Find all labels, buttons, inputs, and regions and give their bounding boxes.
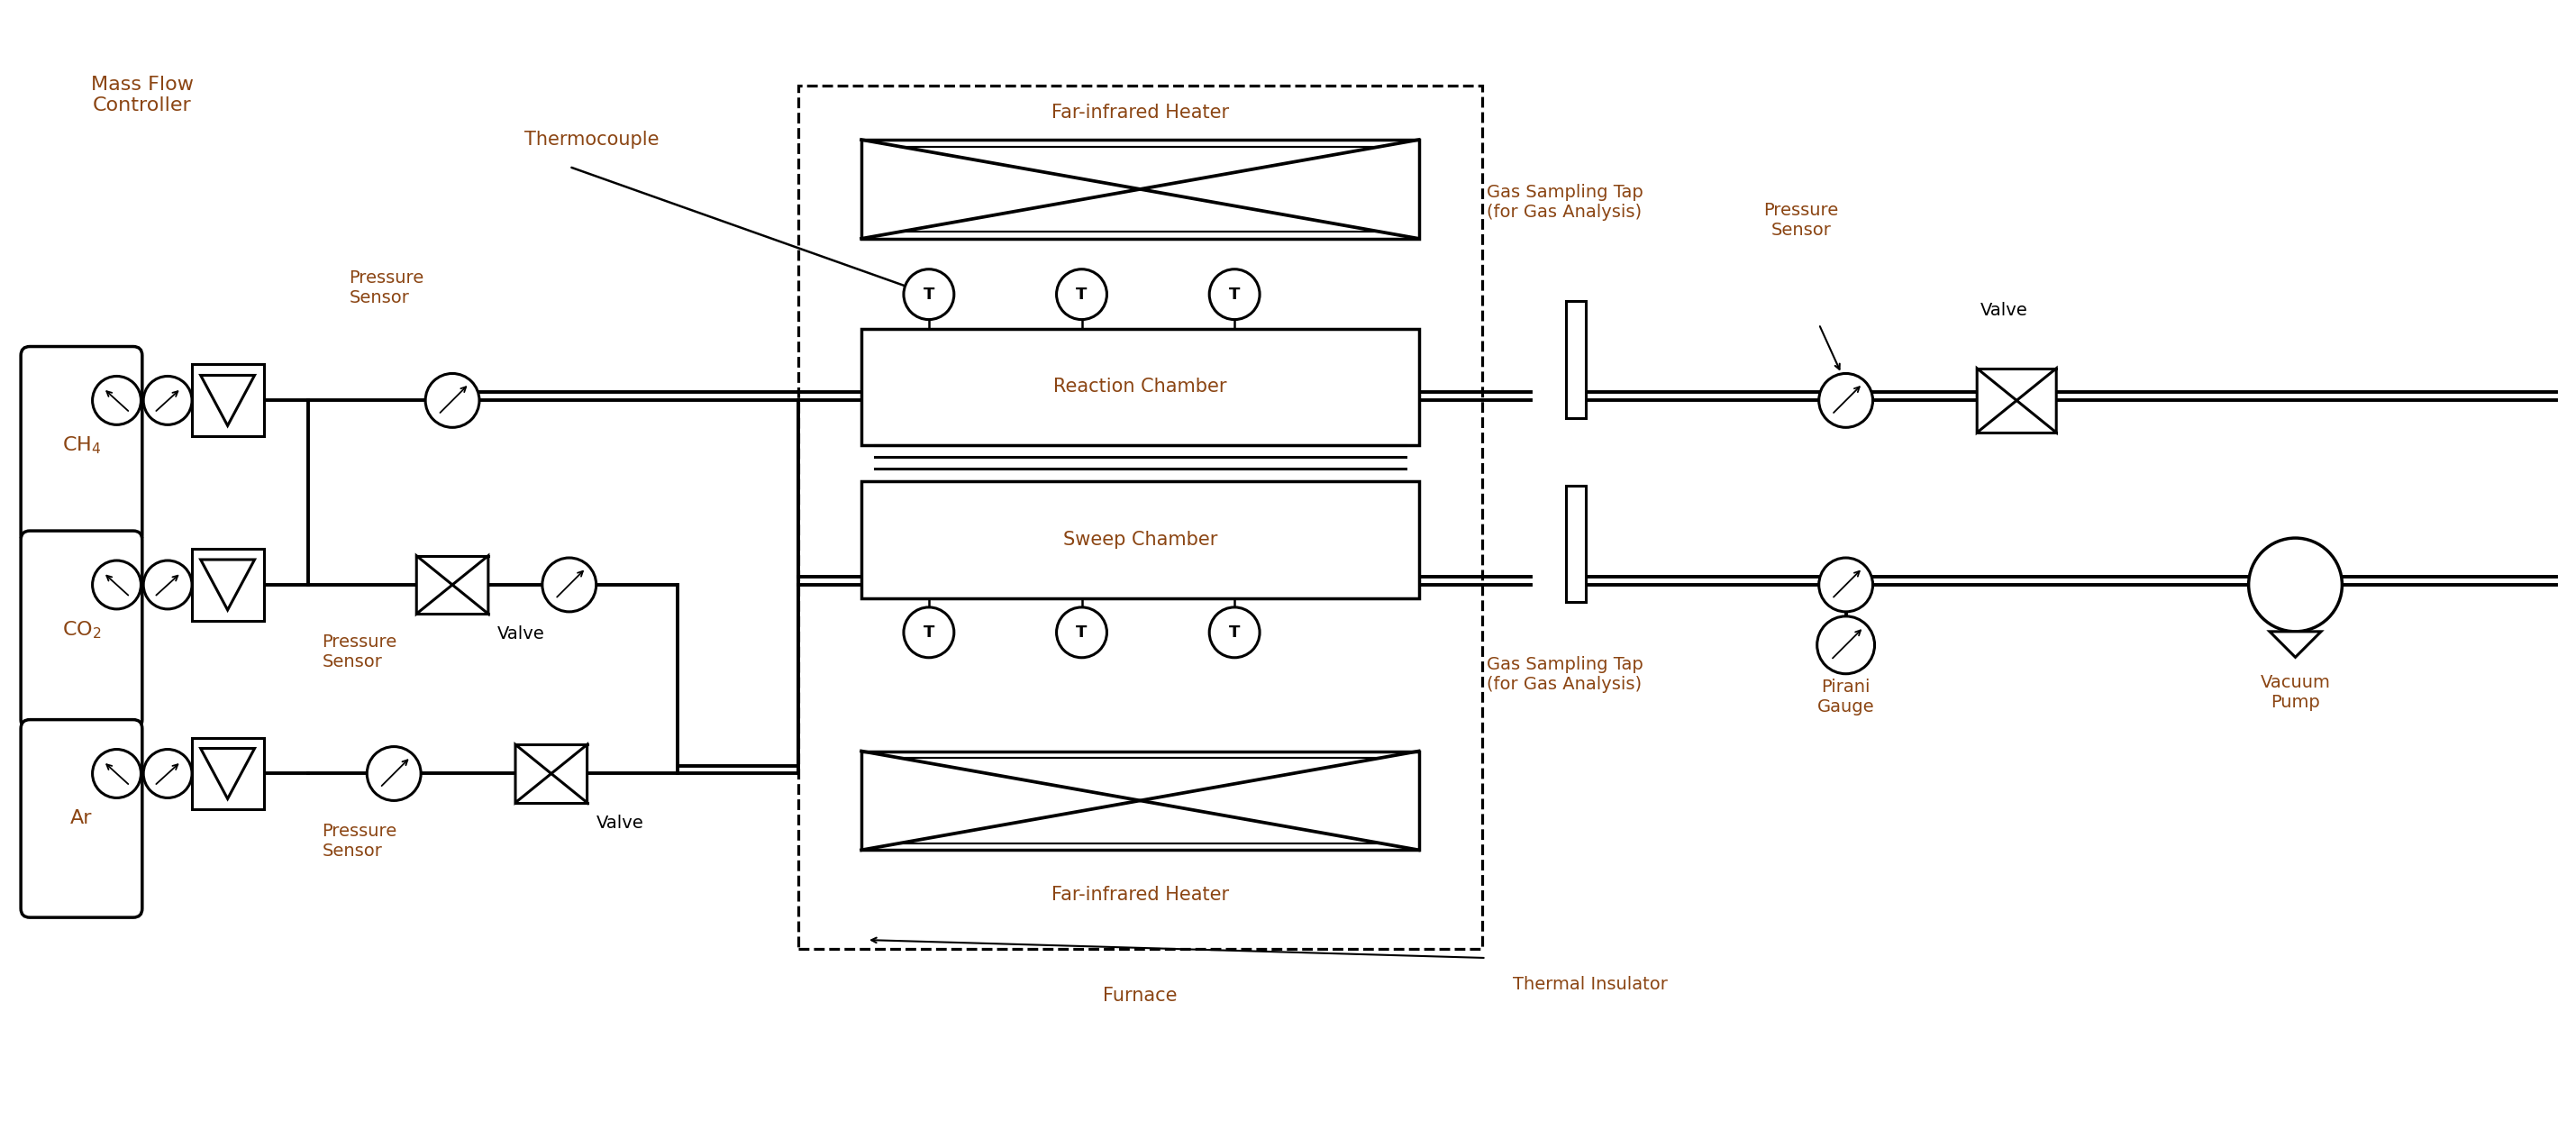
Bar [191, 549, 263, 620]
Text: CH$_4$: CH$_4$ [62, 435, 100, 457]
Bar [1566, 486, 1587, 602]
Text: Vacuum
Pump: Vacuum Pump [2259, 675, 2331, 711]
Text: Gas Sampling Tap
(for Gas Analysis): Gas Sampling Tap (for Gas Analysis) [1486, 657, 1643, 693]
Polygon shape [453, 556, 489, 614]
Text: T: T [1077, 624, 1087, 641]
Text: T: T [1229, 624, 1239, 641]
Polygon shape [417, 556, 453, 614]
Circle shape [144, 376, 193, 425]
Text: Sweep Chamber: Sweep Chamber [1064, 531, 1218, 549]
Polygon shape [515, 745, 551, 802]
Circle shape [144, 749, 193, 798]
Circle shape [1056, 269, 1108, 320]
Text: Thermocouple: Thermocouple [526, 131, 659, 149]
Circle shape [1819, 558, 1873, 611]
Circle shape [93, 749, 142, 798]
Circle shape [1056, 607, 1108, 658]
Bar [191, 738, 263, 809]
Text: Furnace: Furnace [1103, 986, 1177, 1005]
Text: CO$_2$: CO$_2$ [62, 619, 100, 641]
Circle shape [904, 607, 953, 658]
Text: Reaction Chamber: Reaction Chamber [1054, 377, 1226, 395]
Polygon shape [201, 375, 255, 426]
Bar [860, 751, 1419, 850]
Circle shape [1816, 616, 1875, 673]
Text: Ar: Ar [70, 809, 93, 827]
Polygon shape [2017, 368, 2056, 433]
Bar [860, 140, 1419, 238]
Text: T: T [1077, 286, 1087, 303]
Circle shape [1208, 269, 1260, 320]
Bar [860, 329, 1419, 445]
Polygon shape [201, 559, 255, 610]
Polygon shape [1976, 368, 2017, 433]
Text: Pressure
Sensor: Pressure Sensor [322, 823, 397, 860]
Text: Thermal Insulator: Thermal Insulator [1512, 976, 1669, 993]
Circle shape [144, 560, 193, 609]
Circle shape [366, 747, 420, 800]
Bar [799, 86, 1481, 949]
Polygon shape [201, 748, 255, 799]
FancyBboxPatch shape [21, 720, 142, 918]
Text: T: T [922, 624, 935, 641]
Text: Pirani
Gauge: Pirani Gauge [1816, 679, 1875, 715]
Circle shape [904, 269, 953, 320]
Circle shape [1208, 607, 1260, 658]
Polygon shape [551, 745, 587, 802]
Circle shape [544, 558, 595, 611]
Text: Valve: Valve [497, 626, 546, 643]
Text: Far-infrared Heater: Far-infrared Heater [1051, 104, 1229, 122]
Bar [860, 481, 1419, 598]
Text: Mass Flow
Controller: Mass Flow Controller [90, 76, 193, 114]
Polygon shape [2269, 632, 2321, 658]
Text: Valve: Valve [1981, 302, 2027, 319]
Circle shape [93, 560, 142, 609]
Bar [1566, 301, 1587, 418]
Circle shape [93, 376, 142, 425]
Circle shape [425, 374, 479, 427]
Text: T: T [1229, 286, 1239, 303]
Text: Pressure
Sensor: Pressure Sensor [1765, 202, 1839, 240]
Text: Valve: Valve [595, 815, 644, 832]
FancyBboxPatch shape [21, 347, 142, 545]
Bar [191, 365, 263, 436]
Text: Gas Sampling Tap
(for Gas Analysis): Gas Sampling Tap (for Gas Analysis) [1486, 184, 1643, 221]
Circle shape [1819, 374, 1873, 427]
FancyBboxPatch shape [21, 531, 142, 729]
Text: Pressure
Sensor: Pressure Sensor [322, 634, 397, 671]
Text: T: T [922, 286, 935, 303]
Text: Pressure
Sensor: Pressure Sensor [348, 270, 425, 306]
Circle shape [2249, 538, 2342, 632]
Text: Far-infrared Heater: Far-infrared Heater [1051, 886, 1229, 904]
